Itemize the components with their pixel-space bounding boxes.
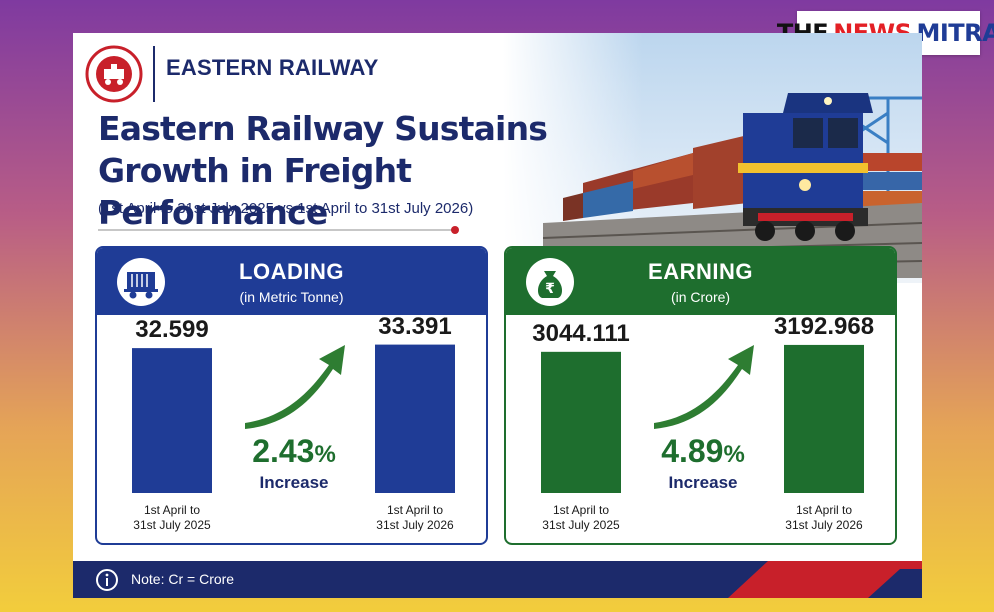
earning-unit: (in Crore): [670, 289, 731, 305]
loading-category-label-2: 1st April to 31st July 2026: [376, 503, 454, 532]
earning-category-label-2: 1st April to 31st July 2026: [785, 503, 863, 532]
loading-category-label-1: 1st April to 31st July 2025: [133, 503, 211, 532]
subtitle-underline: [98, 229, 455, 231]
earning-card-header: ₹ EARNING (in Crore): [506, 248, 895, 315]
headline-line-2: Growth in Freight Performance: [98, 151, 412, 232]
infographic-poster: EASTERN RAILWAY Eastern Railway Sustains…: [73, 33, 922, 598]
earning-value-label-1: 3044.111: [532, 319, 630, 347]
indian-railways-emblem: [85, 45, 143, 103]
loading-card: LOADING (in Metric Tonne) 32.599 1st Apri…: [95, 246, 488, 545]
loading-bar-chart: [132, 344, 455, 493]
brand-word-mitra: MITRA: [916, 19, 994, 47]
headline: Eastern Railway Sustains Growth in Freig…: [98, 108, 568, 234]
earning-percent-change: 4.89%: [661, 433, 745, 469]
earning-bar-chart: [541, 344, 864, 493]
locomotive-illustration: [543, 93, 922, 278]
freight-wagon-icon: [117, 258, 165, 306]
loading-card-header: LOADING (in Metric Tonne): [97, 248, 486, 315]
loading-percent-change: 2.43%: [252, 433, 336, 469]
earning-increase-label: Increase: [668, 473, 738, 492]
earning-title: EARNING: [648, 259, 753, 284]
loading-bar-2: [375, 344, 455, 493]
loading-value-label-2: 33.391: [378, 312, 452, 340]
earning-card: ₹ EARNING (in Crore) 3044.111 1st April t…: [504, 246, 897, 545]
loading-title: LOADING: [239, 259, 344, 284]
rupee-money-bag-icon: ₹: [526, 258, 574, 306]
earning-value-label-2: 3192.968: [773, 312, 875, 340]
loading-value-label-1: 32.599: [135, 316, 209, 344]
footer-red-stripes: [728, 561, 922, 598]
loading-increase-label: Increase: [259, 473, 329, 492]
svg-text:₹: ₹: [545, 281, 555, 297]
organization-name: EASTERN RAILWAY: [166, 55, 379, 80]
earning-category-label-1: 1st April to 31st July 2025: [542, 503, 620, 532]
date-range-subtitle: (1st April to 31st July 2025 vs 1st Apri…: [98, 200, 474, 217]
header-divider: [153, 46, 155, 102]
footnote: Note: Cr = Crore: [131, 571, 235, 587]
earning-bar-2: [784, 344, 864, 493]
loading-growth-arrow: [245, 345, 345, 429]
earning-bar-1: [541, 351, 621, 493]
headline-line-1: Eastern Railway Sustains: [98, 109, 548, 148]
subtitle-dot: [451, 226, 459, 234]
earning-growth-arrow: [654, 345, 754, 429]
loading-bar-1: [132, 348, 212, 493]
loading-unit: (in Metric Tonne): [239, 289, 344, 305]
info-icon: [96, 569, 118, 591]
